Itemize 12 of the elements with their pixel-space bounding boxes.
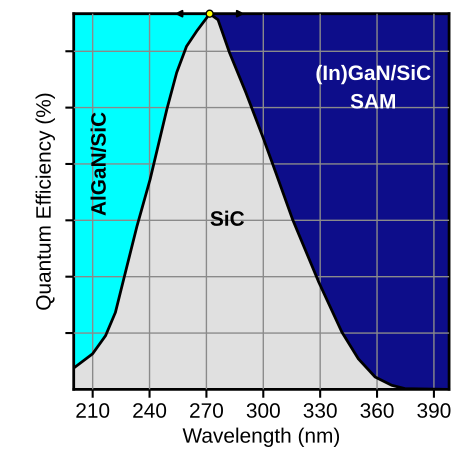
band-label: (In)GaN/SiC SAM bbox=[316, 64, 431, 109]
x-tick-label: 360 bbox=[360, 403, 394, 418]
series-label: SiC bbox=[210, 210, 244, 226]
y-axis-title: Quantum Efficiency (%) bbox=[36, 94, 55, 310]
x-tick-label: 300 bbox=[246, 403, 280, 418]
x-tick-label: 240 bbox=[133, 403, 166, 418]
x-tick-label: 210 bbox=[76, 403, 110, 418]
x-tick-label: 270 bbox=[190, 403, 223, 418]
band-label: AlGaN/SiC bbox=[90, 112, 106, 216]
x-tick-label: 330 bbox=[304, 403, 337, 418]
x-axis-title: Wavelength (nm) bbox=[182, 428, 340, 447]
x-tick-label: 390 bbox=[417, 403, 450, 418]
